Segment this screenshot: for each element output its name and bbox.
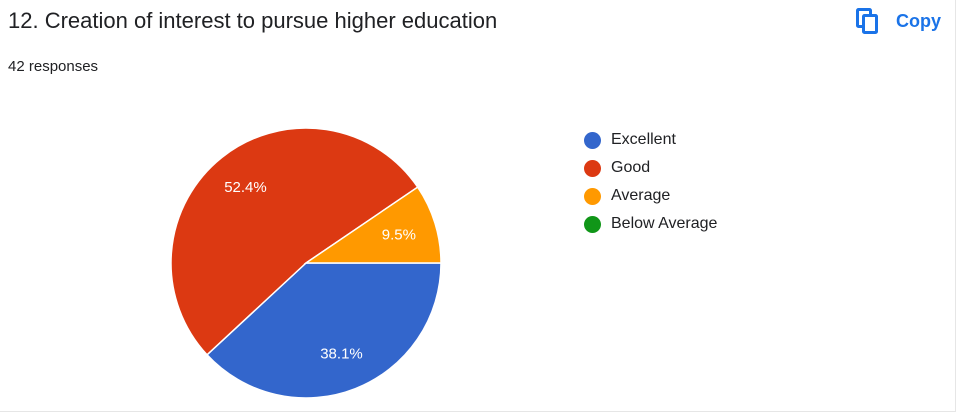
- legend-dot: [584, 215, 601, 233]
- legend-dot: [584, 159, 601, 177]
- copy-label: Copy: [896, 10, 941, 31]
- legend-label: Excellent: [611, 131, 676, 148]
- chart-legend: Excellent Good Average Below Average: [584, 126, 717, 238]
- response-count: 42 responses: [8, 58, 99, 75]
- question-title: 12. Creation of interest to pursue highe…: [8, 8, 498, 33]
- legend-dot: [584, 131, 601, 149]
- pie-slice-average: [303, 186, 442, 264]
- slice-label-excellent: 38.1%: [320, 345, 363, 362]
- legend-item: Good: [584, 154, 717, 182]
- copy-icon: [856, 8, 878, 34]
- legend-label: Average: [611, 187, 671, 204]
- legend-label: Good: [611, 159, 651, 176]
- legend-item: Average: [584, 182, 717, 210]
- pie-slice-good: [170, 127, 419, 356]
- pie-slice-excellent: [205, 262, 442, 399]
- copy-chart-button[interactable]: Copy: [856, 6, 941, 36]
- slice-label-good: 52.4%: [224, 179, 267, 196]
- slice-label-average: 9.5%: [382, 226, 416, 243]
- legend-item: Below Average: [584, 210, 717, 238]
- legend-item: Excellent: [584, 126, 717, 154]
- legend-label: Below Average: [611, 215, 718, 232]
- legend-dot: [584, 187, 601, 205]
